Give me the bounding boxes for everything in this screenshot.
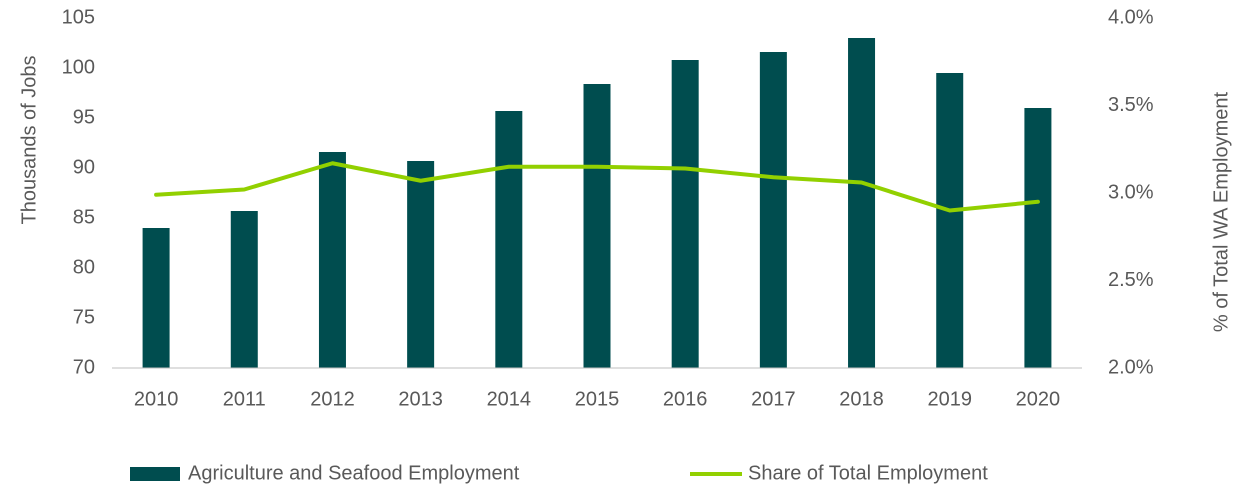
y-axis-title: Thousands of Jobs: [18, 56, 40, 225]
bar: [671, 60, 699, 368]
y-tick-label: 95: [73, 106, 95, 128]
y2-tick-label: 2.0%: [1108, 356, 1154, 378]
line: [154, 161, 1040, 213]
y-tick-label: 75: [73, 306, 95, 328]
y-tick-label: 105: [62, 6, 95, 28]
y-tick-label: 85: [73, 206, 95, 228]
y-tick-label: 70: [73, 356, 95, 378]
x-tick-label: 2010: [134, 388, 179, 410]
y2-tick-label: 3.5%: [1108, 94, 1154, 116]
bar: [848, 38, 876, 368]
x-tick-label: 2017: [751, 388, 796, 410]
y2-tick-label: 2.5%: [1108, 269, 1154, 291]
legend-label: Agriculture and Seafood Employment: [188, 462, 520, 484]
x-tick-label: 2011: [223, 388, 266, 410]
x-tick-label: 2016: [663, 388, 708, 410]
x-tick-label: 2015: [575, 388, 620, 410]
y-tick-label: 100: [62, 56, 95, 78]
y2-tick-label: 4.0%: [1108, 6, 1154, 28]
bar: [230, 211, 258, 368]
y2-axis-title: % of Total WA Employment: [1210, 92, 1232, 333]
x-tick-label: 2012: [310, 388, 355, 410]
x-tick-label: 2014: [487, 388, 532, 410]
x-tick-label: 2019: [927, 388, 972, 410]
bar: [759, 52, 787, 368]
bar: [495, 111, 523, 368]
y2-tick-label: 3.0%: [1108, 181, 1154, 203]
x-tick-label: 2020: [1016, 388, 1061, 410]
bar: [1024, 108, 1052, 368]
bar: [583, 84, 611, 368]
x-tick-label: 2013: [398, 388, 443, 410]
bar: [936, 73, 964, 368]
bar: [318, 152, 346, 368]
x-tick-label: 2018: [839, 388, 884, 410]
bar: [407, 161, 435, 368]
legend-label: Share of Total Employment: [748, 462, 988, 484]
legend-swatch: [130, 467, 180, 481]
y-tick-label: 80: [73, 256, 95, 278]
y-tick-label: 90: [73, 156, 95, 178]
bar: [142, 228, 170, 368]
